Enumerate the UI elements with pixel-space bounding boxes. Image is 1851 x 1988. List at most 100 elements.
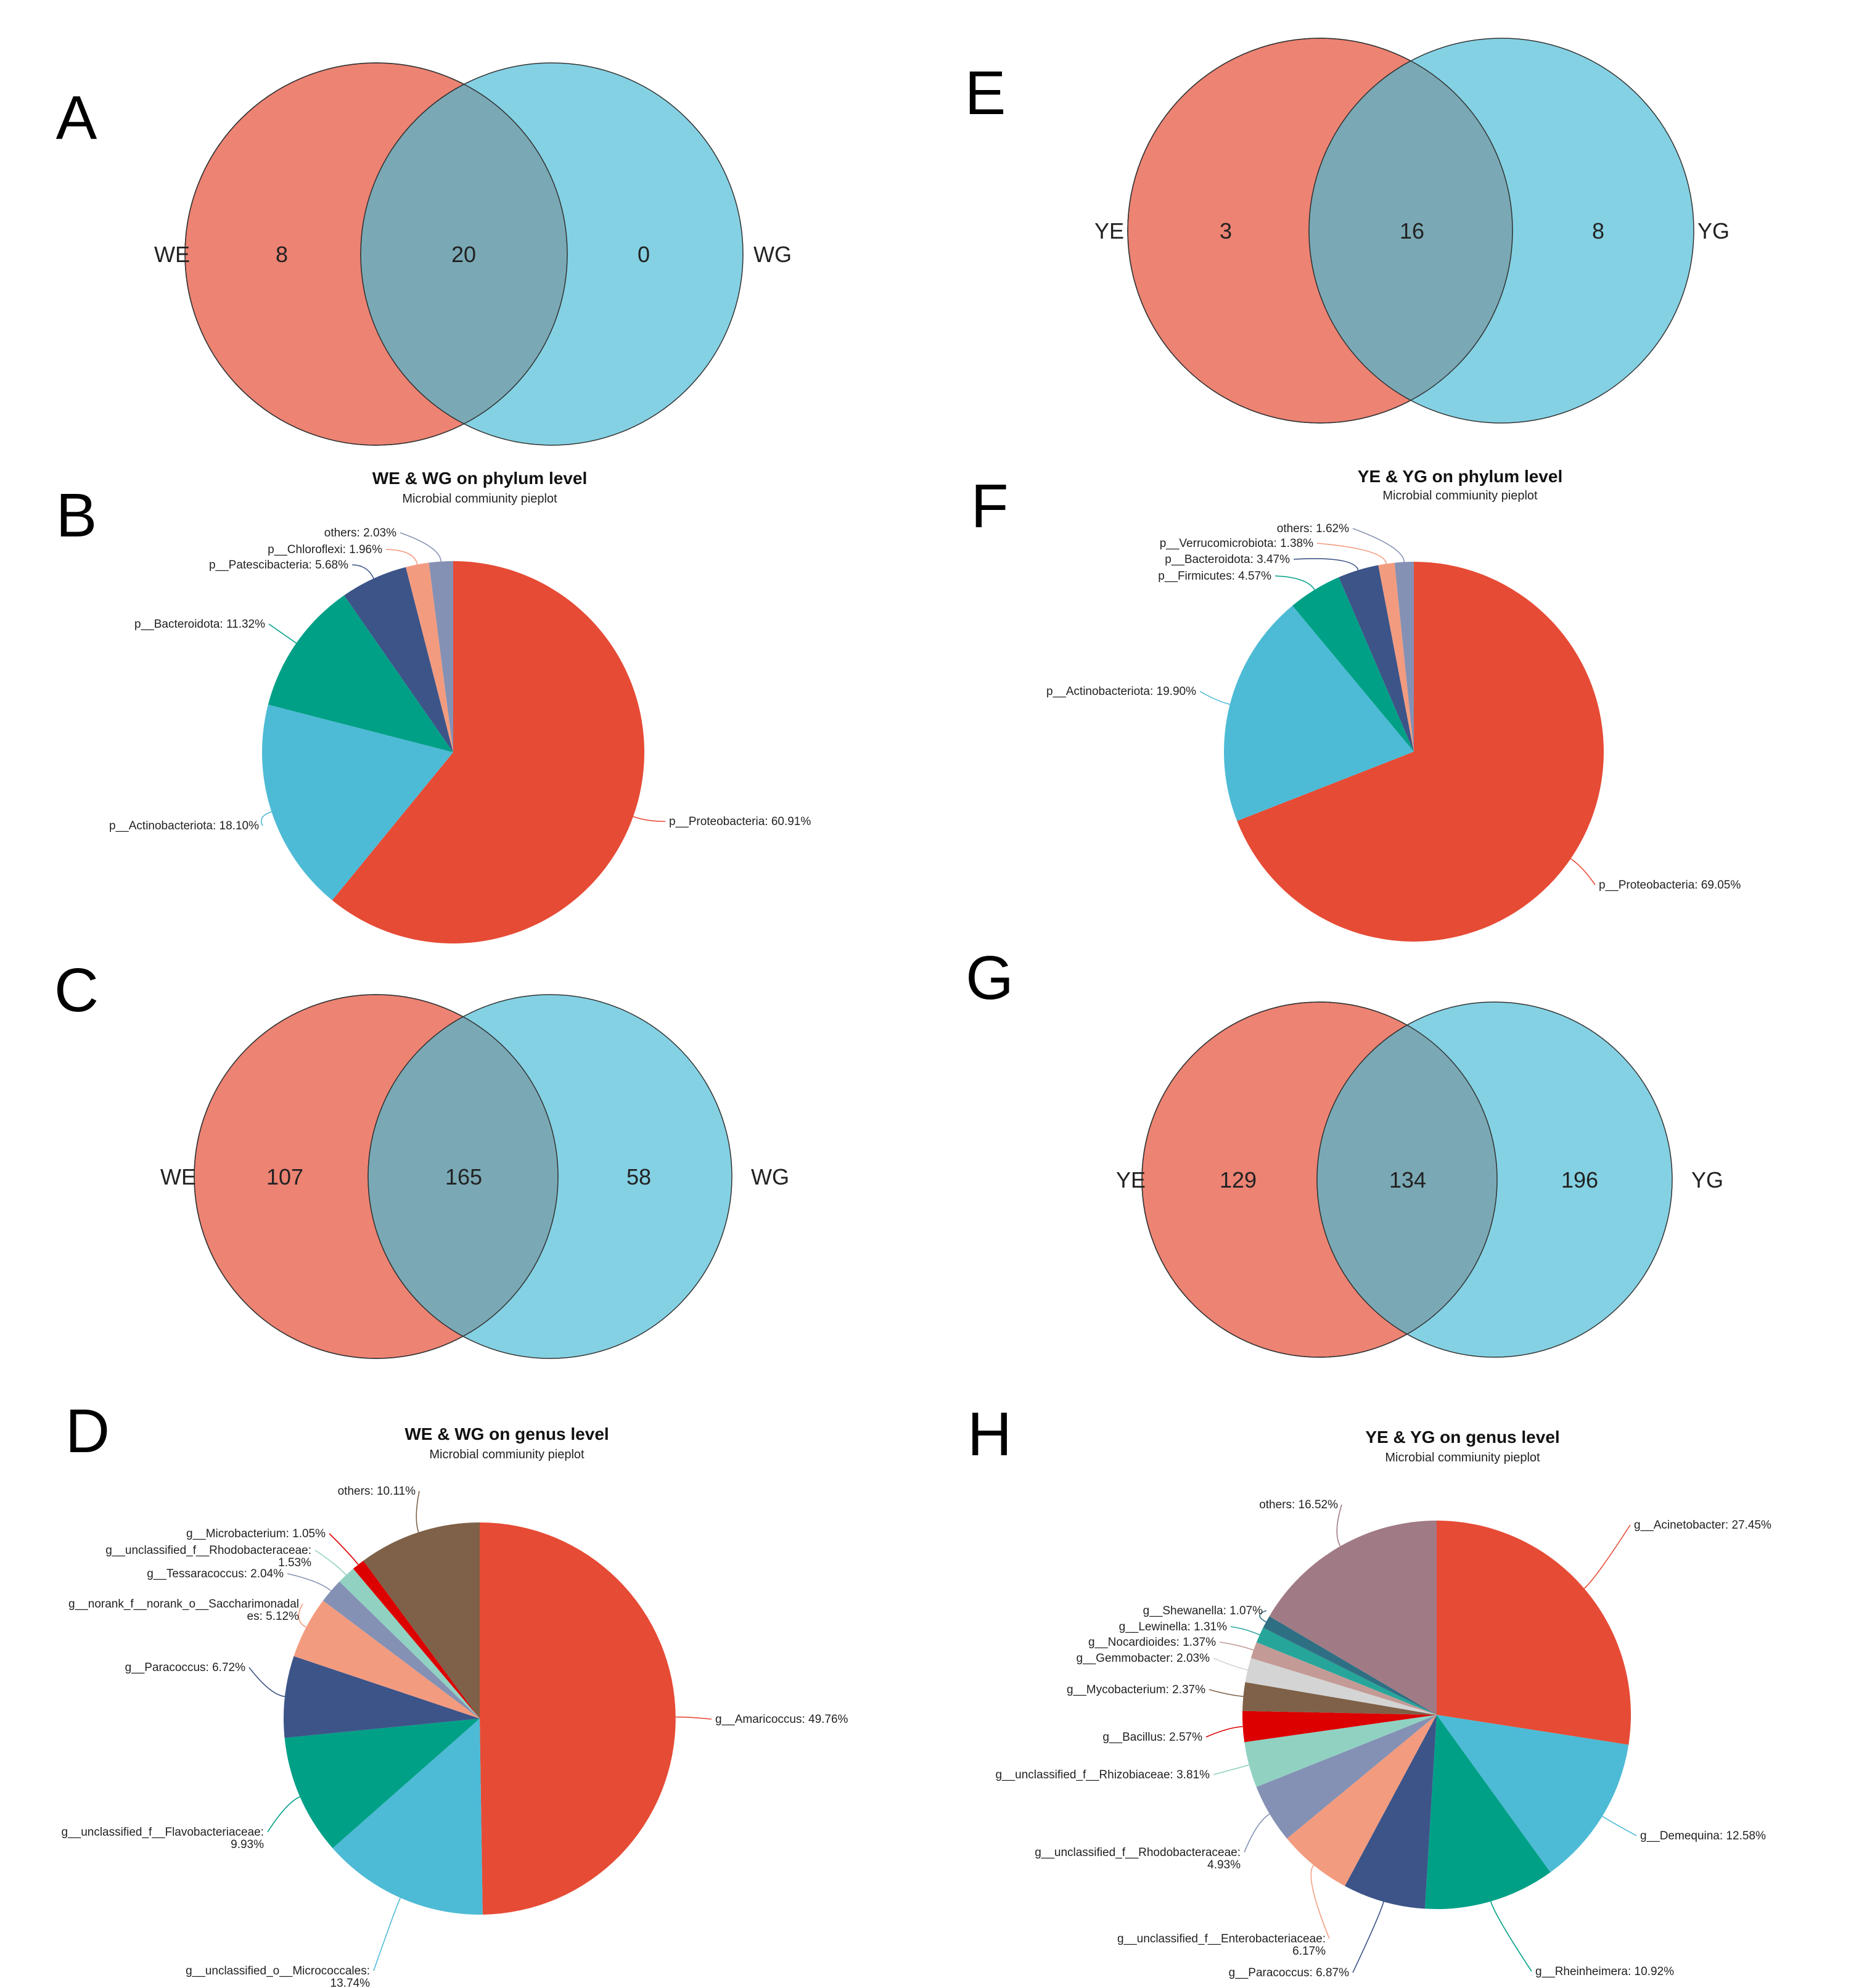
- panel-letter-b: B: [56, 481, 97, 550]
- pie-leader-line: [1570, 858, 1596, 885]
- pie-leader-line: [1219, 1641, 1254, 1651]
- venn-count-intersection: 165: [445, 1164, 482, 1189]
- pie-slice: [363, 1522, 480, 1719]
- venn-count-left-only: 107: [266, 1164, 303, 1189]
- venn-set-label-left: WE: [154, 242, 190, 267]
- pie-slice-label: g__unclassified_o__Micrococcales: 13.74%: [186, 1965, 370, 1988]
- pie-leader-line: [351, 564, 374, 579]
- figure-panels: A B C D E F G H WE WG 8 20 0 WE WG 107 165 58 YE YG 3 16 8 YE YG…: [54, 38, 1771, 1988]
- pie-slice-label: g__Microbacterium: 1.05%: [186, 1527, 326, 1540]
- pie-leader-line: [1244, 1813, 1270, 1853]
- pie-slice: [1345, 1715, 1437, 1909]
- pie-slice: [344, 567, 453, 752]
- pie-slice-label-line: others: 1.62%: [1277, 522, 1349, 535]
- venn-set-label-right: WG: [753, 242, 792, 267]
- pie-leader-line: [248, 1667, 285, 1698]
- pie-slice-label-line: g__unclassified_f__Enterobacteriaceae:: [1117, 1933, 1326, 1945]
- pie-slice: [1256, 1627, 1437, 1715]
- pie-slice-label: p__Chloroflexi: 1.96%: [268, 543, 382, 556]
- pie-slice-label: p__Verrucomicrobiota: 1.38%: [1160, 537, 1313, 550]
- venn-count-left-only: 129: [1220, 1167, 1257, 1193]
- panel-letter-e: E: [965, 59, 1006, 128]
- pie-slice-label-line: es: 5.12%: [247, 1610, 300, 1623]
- pie-slice-label: p__Patescibacteria: 5.68%: [209, 559, 348, 572]
- pie-h: YE & YG on genus level Microbial commiuni…: [995, 1427, 1771, 1979]
- pie-slice-label: p__Actinobacteriota: 18.10%: [109, 819, 259, 832]
- pie-slice: [332, 561, 645, 944]
- pie-slice-label-line: g__Rheinheimera: 10.92%: [1535, 1965, 1674, 1978]
- pie-slice-label-line: g__Bacillus: 2.57%: [1102, 1731, 1202, 1744]
- venn-overlap-a: [360, 63, 567, 445]
- pie-slice-label-line: g__Lewinella: 1.31%: [1119, 1620, 1227, 1633]
- pie-slice-label-line: g__Paracoccus: 6.87%: [1229, 1966, 1350, 1979]
- pie-subtitle: Microbial commiunity pieplot: [1382, 489, 1538, 503]
- pie-slice-label-line: g__unclassified_f__Rhodobacteraceae:: [1035, 1846, 1241, 1859]
- pie-slice: [1437, 1521, 1631, 1745]
- pie-slice: [1287, 1715, 1437, 1886]
- pie-slice-label-line: 6.17%: [1292, 1945, 1326, 1958]
- pie-leader-line: [1310, 1865, 1330, 1939]
- pie-slice-label: p__Proteobacteria: 60.91%: [669, 815, 811, 828]
- venn-count-left-only: 3: [1220, 218, 1232, 244]
- pie-slice-label: p__Actinobacteriota: 19.90%: [1046, 685, 1196, 698]
- pie-slice-label-line: g__Acinetobacter: 27.45%: [1634, 1519, 1771, 1532]
- pie-slice-label: g__Tessaracoccus: 2.04%: [147, 1567, 284, 1580]
- pie-slice-label: p__Bacteroidota: 3.47%: [1165, 553, 1290, 566]
- venn-overlap-g: [1316, 1002, 1497, 1357]
- pie-slice-label: p__Proteobacteria: 69.05%: [1599, 879, 1741, 892]
- venn-count-right-only: 8: [1592, 218, 1604, 244]
- pie-d: WE & WG on genus level Microbial commiuni…: [62, 1424, 848, 1988]
- pie-leader-line: [675, 1716, 712, 1720]
- pie-slice-label-line: g__unclassified_f__Rhodobacteraceae:: [105, 1544, 311, 1557]
- pie-slice: [268, 595, 453, 752]
- pie-leader-line: [633, 816, 666, 822]
- venn-set-label-left: YE: [1116, 1167, 1146, 1193]
- pie-slice-label-line: g__unclassified_f__Flavobacteriaceae:: [62, 1826, 265, 1839]
- pie-slice-label-line: p__Bacteroidota: 11.32%: [134, 618, 265, 631]
- pie-slice-label: g__Gemmobacter: 2.03%: [1076, 1652, 1210, 1665]
- pie-slice-label: g__unclassified_f__Rhizobiaceae: 3.81%: [995, 1768, 1210, 1781]
- pie-leader-line: [267, 1796, 300, 1833]
- pie-slice: [1242, 1682, 1437, 1715]
- pie-slice-label-line: others: 16.52%: [1259, 1498, 1338, 1511]
- pie-leader-line: [260, 811, 272, 826]
- pie-slice-label: g__Rheinheimera: 10.92%: [1535, 1965, 1674, 1978]
- pie-slice-label-line: g__Demequina: 12.58%: [1640, 1830, 1766, 1842]
- pie-slice-label-line: 1.53%: [278, 1556, 311, 1569]
- pie-leader-line: [1230, 1626, 1260, 1636]
- pie-slice: [1378, 562, 1414, 752]
- pie-slice-label: g__Lewinella: 1.31%: [1119, 1620, 1227, 1633]
- venn-a: WE WG 8 20 0: [154, 62, 792, 446]
- pie-subtitle: Microbial commiunity pieplot: [1385, 1451, 1540, 1464]
- panel-letter-c: C: [54, 956, 99, 1025]
- pie-slice-label: g__norank_f__norank_o__Saccharimonadal es…: [68, 1598, 299, 1623]
- pie-leader-line: [1199, 691, 1230, 705]
- venn-count-right-only: 196: [1561, 1167, 1598, 1193]
- pie-slice-label-line: g__Amaricoccus: 49.76%: [715, 1713, 848, 1726]
- pie-slice-label: g__Shewanella: 1.07%: [1143, 1604, 1263, 1617]
- pie-slice-label-line: g__unclassified_f__Rhizobiaceae: 3.81%: [995, 1768, 1210, 1781]
- pie-slice: [1224, 606, 1414, 821]
- pie-slice-label-line: p__Proteobacteria: 60.91%: [669, 815, 811, 828]
- pie-slice-label-line: p__Patescibacteria: 5.68%: [209, 559, 348, 572]
- venn-set-label-right: YG: [1691, 1167, 1723, 1193]
- pie-slice: [332, 1719, 483, 1915]
- pie-slice-label-line: g__Paracoccus: 6.72%: [125, 1661, 246, 1674]
- pie-slice-label: others: 1.62%: [1277, 522, 1349, 535]
- venn-set-label-left: YE: [1094, 218, 1124, 244]
- pie-slice: [1263, 1616, 1437, 1715]
- venn-outline-g: [1141, 1001, 1498, 1358]
- venn-count-intersection: 134: [1389, 1167, 1426, 1193]
- pie-slice-label-line: g__Mycobacterium: 2.37%: [1067, 1683, 1205, 1696]
- pie-slice: [1242, 1711, 1437, 1743]
- pie-slice-label-line: others: 2.03%: [324, 527, 396, 540]
- pie-slice-label: g__Paracoccus: 6.72%: [125, 1661, 246, 1674]
- pie-slice-label: g__Nocardioides: 1.37%: [1088, 1636, 1216, 1649]
- pie-slice: [284, 1656, 480, 1738]
- venn-outline-c: [194, 994, 559, 1359]
- pie-b: WE & WG on phylum level Microbial commiun…: [109, 469, 811, 944]
- pie-slice-label-line: 13.74%: [330, 1977, 371, 1988]
- pie-leader-line: [1602, 1815, 1637, 1836]
- pie-leader-line: [268, 623, 297, 644]
- pie-slice-label: others: 16.52%: [1259, 1498, 1338, 1511]
